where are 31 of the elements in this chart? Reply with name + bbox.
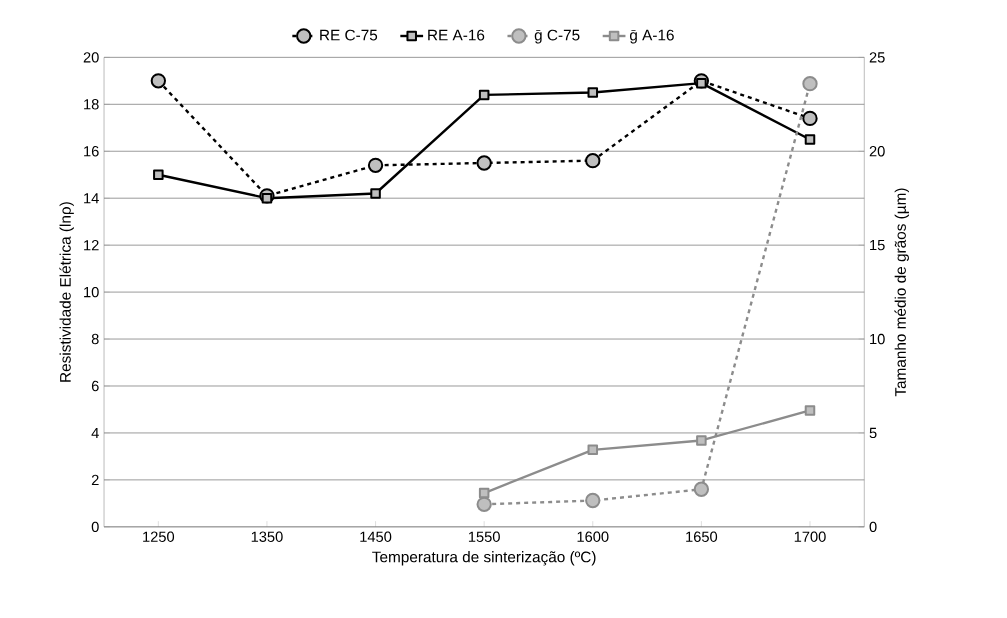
y-tick-label: 14 xyxy=(84,193,99,204)
y2-tick-label: 15 xyxy=(870,240,885,251)
y-tick-label: 0 xyxy=(91,521,99,533)
y2-axis-title: Tamanho médio de grãos (µm) xyxy=(894,188,909,397)
x-tick-label: 1650 xyxy=(686,531,718,543)
x-tick-label: 1350 xyxy=(251,531,283,543)
x-tick-label: 1250 xyxy=(143,531,175,543)
y-tick-label: 18 xyxy=(84,99,99,110)
y-tick-label: 2 xyxy=(91,475,99,486)
y-tick-label: 12 xyxy=(84,240,99,251)
y-tick-label: 10 xyxy=(84,287,99,298)
x-tick-label: 1550 xyxy=(468,531,500,543)
y2-tick-label: 0 xyxy=(869,521,877,533)
x-tick-label: 1450 xyxy=(360,531,392,543)
y2-tick-label: 25 xyxy=(869,52,885,63)
y-tick-label: 6 xyxy=(91,381,99,392)
legend-label: ḡ C-75 xyxy=(534,29,580,44)
x-tick-label: 1600 xyxy=(577,531,609,543)
legend-label: ḡ A-16 xyxy=(629,29,674,44)
y2-tick-label: 10 xyxy=(870,334,885,345)
legend-label: RE A-16 xyxy=(428,29,485,41)
y2-tick-label: 20 xyxy=(869,146,885,157)
x-tick-label: 1700 xyxy=(794,531,826,543)
y-tick-label: 8 xyxy=(91,334,99,345)
x-axis-title: Temperatura de sinterização (ºC) xyxy=(372,551,596,566)
y-tick-label: 4 xyxy=(91,428,99,439)
y2-tick-label: 5 xyxy=(869,428,877,439)
y-tick-label: 20 xyxy=(83,52,99,63)
legend-label: RE C-75 xyxy=(320,29,378,41)
y-axis-title: Resistividade Elétrica (lnρ) xyxy=(59,202,74,382)
y-tick-label: 16 xyxy=(84,146,99,157)
